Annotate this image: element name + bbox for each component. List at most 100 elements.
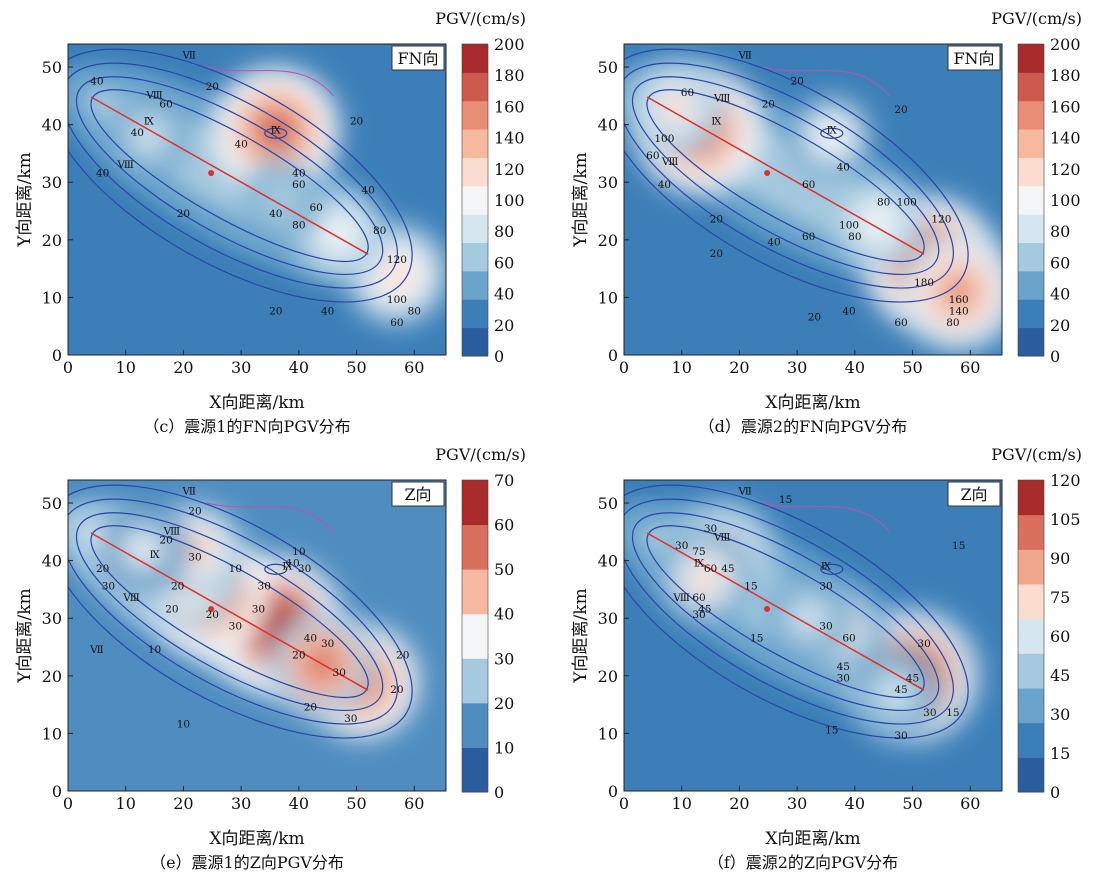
intensity-label: Ⅷ <box>163 526 181 538</box>
contour-label: 40 <box>321 306 334 318</box>
contour-label: 45 <box>906 673 919 685</box>
corner-label-box <box>947 45 1001 71</box>
y-tick-label: 50 <box>598 58 618 77</box>
contour-label: 80 <box>373 225 386 237</box>
boundary-line <box>206 66 334 97</box>
intensity-label: Ⅶ <box>181 485 196 497</box>
y-axis-label: Y向距离/km <box>571 152 591 247</box>
intensity-label: Ⅷ <box>122 592 140 604</box>
x-tick-label: 10 <box>116 358 136 377</box>
contour-label: 80 <box>946 317 959 329</box>
colorbar-title: PGV/(cm/s) <box>991 445 1082 464</box>
plot-area: 40 20404060404040206060804080120100806040… <box>68 44 446 355</box>
contour-label: 120 <box>387 254 407 266</box>
hotspot-core <box>880 678 910 708</box>
x-tick-label: 0 <box>63 358 73 377</box>
contour-label: 60 <box>802 179 815 191</box>
colorbar-tick-label: 45 <box>1050 666 1070 685</box>
isoline <box>75 512 384 712</box>
contour-label: 15 <box>750 632 763 644</box>
contour-label: 20 <box>177 208 190 220</box>
intensity-label: Ⅸ <box>711 116 722 128</box>
contour-label: 60 <box>692 592 705 604</box>
contour-label: 20 <box>790 75 803 87</box>
isoline-small <box>820 127 844 139</box>
chart-svg: 40 20404060404040206060804080120100806040… <box>15 9 526 436</box>
contour-label: 60 <box>894 317 907 329</box>
contour-label: 30 <box>229 621 242 633</box>
contour-label: 30 <box>252 603 265 615</box>
hotspot-core <box>254 109 298 152</box>
isoline <box>631 512 940 712</box>
y-tick-label: 10 <box>598 288 618 307</box>
contour-label: 30 <box>258 580 271 592</box>
contour-label: 60 <box>646 150 659 162</box>
intensity-label: Ⅶ <box>181 49 196 61</box>
x-axis-label: X向距离/km <box>209 829 304 849</box>
isoline <box>75 76 384 276</box>
x-tick-label: 60 <box>404 794 424 813</box>
contour-label: 100 <box>897 196 917 208</box>
x-tick-label: 10 <box>672 358 692 377</box>
contour-label: 20 <box>710 214 723 226</box>
x-tick-label: 40 <box>845 358 865 377</box>
contour-label: 30 <box>837 673 850 685</box>
colorbar-segment <box>1018 157 1044 187</box>
contour-label: 30 <box>923 707 936 719</box>
heatmap-field <box>68 500 419 738</box>
contour-label: 10 <box>292 546 305 558</box>
colorbar-segment <box>462 613 488 659</box>
isoline-small <box>820 563 844 575</box>
colorbar-tick-label: 30 <box>494 649 514 668</box>
contour-label: 20 <box>206 81 219 93</box>
x-tick-label: 30 <box>231 358 251 377</box>
y-axis-label: Y向距离/km <box>15 588 35 683</box>
caption: （d）震源2的FN向PGV分布 <box>699 417 908 436</box>
contour-label: 20 <box>396 650 409 662</box>
contour-label: 40 <box>292 167 305 179</box>
contour-label: 30 <box>675 540 688 552</box>
intensity-label: Ⅶ <box>737 485 752 497</box>
colorbar-tick-label: 160 <box>1050 97 1081 116</box>
colorbar-tick-label: 20 <box>494 316 514 335</box>
x-axis-label: X向距离/km <box>765 393 860 413</box>
colorbar-frame <box>461 43 489 357</box>
contour-label: 40 <box>304 632 317 644</box>
contour-label: 40 <box>767 237 780 249</box>
fault-trace <box>646 532 925 691</box>
contour-label: 30 <box>333 667 346 679</box>
x-tick-label: 0 <box>619 358 629 377</box>
contour-label: 60 <box>309 202 322 214</box>
colorbar-segment <box>462 702 488 748</box>
colorbar-segment <box>1018 185 1044 215</box>
corner-label: FN向 <box>397 49 438 68</box>
isoline <box>624 484 969 739</box>
colorbar-tick-label: 60 <box>494 516 514 535</box>
colorbar-segment <box>1018 327 1044 357</box>
contour-label: 60 <box>842 632 855 644</box>
contour-label: 160 <box>949 294 969 306</box>
isoline-group <box>624 484 969 739</box>
intensity-label: Ⅸ <box>827 124 838 136</box>
colorbar-segment <box>462 214 488 244</box>
contour-label: 40 <box>842 306 855 318</box>
epicenter-marker <box>208 170 215 177</box>
contour-label: 20 <box>390 684 403 696</box>
contour-label: 60 <box>802 231 815 243</box>
y-tick-label: 50 <box>42 58 62 77</box>
intensity-label: Ⅷ <box>713 531 731 543</box>
x-tick-label: 0 <box>619 794 629 813</box>
contour-label: 20 <box>188 506 201 518</box>
colorbar-segment <box>1018 72 1044 102</box>
contour-label: 20 <box>96 563 109 575</box>
heatmap-hotspot <box>627 59 724 156</box>
colorbar-segment <box>1018 299 1044 329</box>
contour-label: 60 <box>704 563 717 575</box>
corner-label-box <box>391 45 445 71</box>
intensity-label: Ⅶ <box>89 644 104 656</box>
colorbar-tick-label: 200 <box>1050 35 1081 54</box>
x-tick-label: 10 <box>116 794 136 813</box>
contour-label: 45 <box>894 684 907 696</box>
